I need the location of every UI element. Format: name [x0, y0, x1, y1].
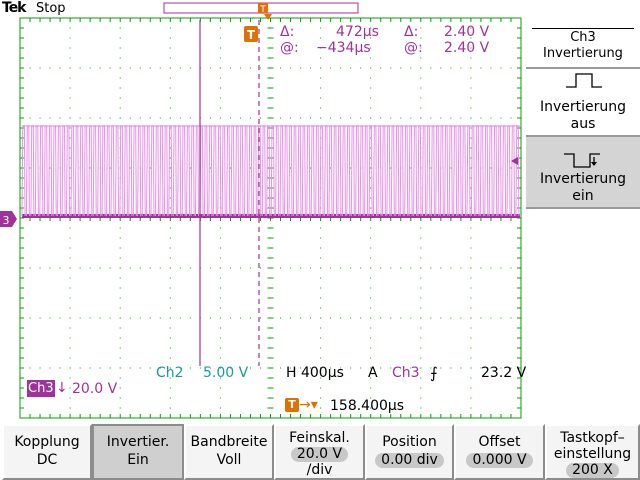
trigger-position-icon: T [285, 398, 299, 412]
invert-on-label-2: ein [572, 188, 594, 204]
probe-setup-label-1: Tastkopf– [560, 430, 625, 446]
brand-logo: Tek [2, 0, 26, 16]
coupling-button[interactable]: Kopplung DC [2, 424, 92, 480]
coupling-label: Kopplung [14, 434, 80, 450]
side-menu-heading: Invertierung [543, 46, 623, 61]
trigger-source: Ch3 [392, 365, 420, 381]
svg-text:T: T [247, 28, 256, 42]
cursor-volt-delta: 2.40 V [444, 24, 490, 40]
fine-scale-label: Feinskal. [289, 430, 350, 446]
ch3-badge: Ch3 [27, 380, 55, 397]
ch3-ground-marker: 3 [0, 211, 17, 227]
cursor-at-symbol: @: [280, 40, 299, 56]
side-separator [526, 67, 640, 69]
bandwidth-value: Voll [216, 452, 242, 468]
horizontal-scale: H 400µs [286, 365, 344, 381]
ch3-trace [21, 125, 520, 218]
ch3-scale: 20.0 V [72, 381, 118, 397]
ch2-label: Ch2 [156, 365, 184, 381]
svg-text:T: T [259, 5, 266, 15]
rising-edge-icon: ⨍ [430, 364, 438, 382]
non-inverted-pulse-icon [566, 73, 602, 88]
offset-label: Offset [478, 434, 521, 450]
fine-scale-unit: /div [306, 462, 333, 478]
trigger-position: 158.400µs [330, 398, 405, 414]
acquisition-state: Stop [36, 1, 66, 16]
invert-off-label-1: Invertierung [539, 99, 627, 115]
side-separator [526, 207, 640, 209]
bandwidth-label: Bandbreite [190, 434, 268, 450]
invert-off-button[interactable]: Invertierung aus [526, 69, 640, 135]
fine-scale-button[interactable]: Feinskal. 20.0 V /div [274, 424, 365, 480]
position-value: 0.00 div [375, 453, 444, 468]
coupling-value: DC [36, 452, 58, 468]
fine-scale-value: 20.0 V [290, 447, 349, 462]
inverted-pulse-icon [564, 153, 600, 168]
svg-text:3: 3 [3, 214, 10, 227]
record-bar: T [163, 2, 359, 15]
ch3-invert-arrow-icon: ↓ [56, 380, 68, 396]
cursor-volt-at: 2.40 V [444, 40, 490, 56]
cursor-volt-at-symbol: @: [404, 40, 423, 56]
cursor-time-delta: 472µs [336, 24, 379, 40]
cursor-delta-symbol: Δ: [280, 24, 295, 40]
trigger-level-marker [511, 157, 518, 165]
trigger-position-arrow [264, 14, 272, 20]
invert-button[interactable]: Invertier. Ein [92, 424, 184, 480]
cursor-time-at: −434µs [316, 40, 371, 56]
side-separator [526, 135, 640, 137]
offset-button[interactable]: Offset 0.000 V [454, 424, 545, 480]
offset-value: 0.000 V [466, 453, 533, 468]
side-menu-channel: Ch3 [570, 30, 596, 45]
invert-value: Ein [127, 452, 149, 468]
cursor-volt-delta-symbol: Δ: [404, 24, 419, 40]
side-menu-title: Ch3 Invertierung [526, 24, 640, 66]
invert-on-button[interactable]: Invertierung ein [526, 137, 640, 207]
invert-off-label-2: aus [570, 116, 596, 132]
trigger-arrow-icon: →▾ [299, 397, 318, 413]
position-label: Position [382, 434, 437, 450]
trigger-mode: A [368, 365, 378, 381]
probe-setup-value: 200 X [566, 463, 619, 478]
trigger-level: 23.2 V [481, 365, 527, 381]
ch2-scale: 5.00 V [203, 365, 249, 381]
trigger-marker: T [244, 26, 258, 42]
probe-setup-label-2: einstellung [553, 446, 632, 462]
bandwidth-button[interactable]: Bandbreite Voll [184, 424, 274, 480]
invert-on-label-1: Invertierung [539, 171, 627, 187]
invert-label: Invertier. [106, 434, 170, 450]
probe-setup-button[interactable]: Tastkopf– einstellung 200 X [545, 424, 640, 480]
position-button[interactable]: Position 0.00 div [365, 424, 454, 480]
